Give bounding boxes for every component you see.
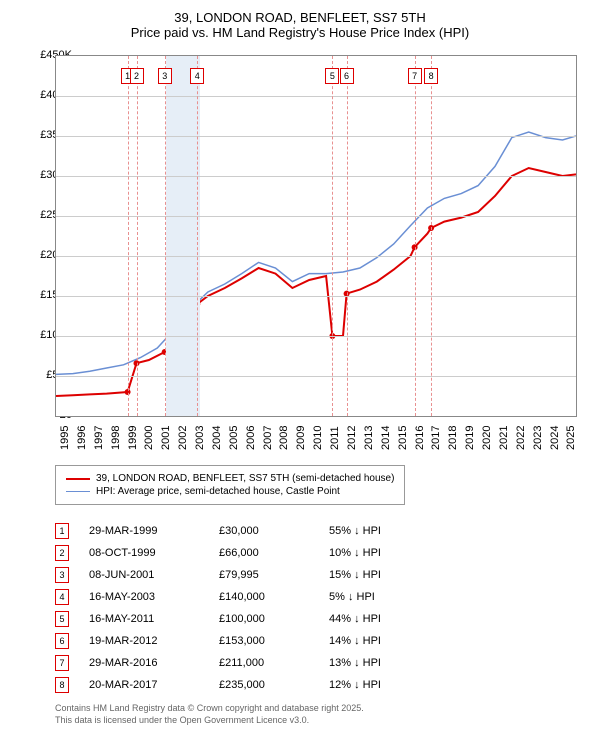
sale-marker-line — [128, 56, 129, 416]
row-number-box: 4 — [55, 589, 69, 605]
sale-marker-line — [197, 56, 198, 416]
row-date: 16-MAY-2011 — [89, 613, 219, 625]
legend-swatch — [66, 478, 90, 480]
figure-container: 39, LONDON ROAD, BENFLEET, SS7 5TH Price… — [0, 0, 600, 740]
row-price: £235,000 — [219, 679, 329, 691]
row-date: 29-MAR-1999 — [89, 525, 219, 537]
row-number-box: 6 — [55, 633, 69, 649]
sale-marker-label: 3 — [158, 68, 172, 84]
row-diff: 10% ↓ HPI — [329, 547, 429, 559]
recession-band — [166, 56, 200, 416]
title-block: 39, LONDON ROAD, BENFLEET, SS7 5TH Price… — [0, 0, 600, 40]
row-date: 29-MAR-2016 — [89, 657, 219, 669]
legend-swatch — [66, 491, 90, 492]
row-date: 16-MAY-2003 — [89, 591, 219, 603]
footer-attribution: Contains HM Land Registry data © Crown c… — [55, 703, 364, 726]
table-row: 1 29-MAR-1999£30,00055% ↓ HPI — [55, 522, 429, 539]
legend-label: HPI: Average price, semi-detached house,… — [96, 486, 340, 497]
row-price: £100,000 — [219, 613, 329, 625]
sale-marker-label: 8 — [424, 68, 438, 84]
row-diff: 12% ↓ HPI — [329, 679, 429, 691]
row-number-box: 2 — [55, 545, 69, 561]
table-row: 4 16-MAY-2003£140,0005% ↓ HPI — [55, 588, 429, 605]
row-diff: 14% ↓ HPI — [329, 635, 429, 647]
sale-marker-label: 5 — [325, 68, 339, 84]
title-line1: 39, LONDON ROAD, BENFLEET, SS7 5TH — [0, 10, 600, 25]
row-diff: 5% ↓ HPI — [329, 591, 429, 603]
sale-marker-line — [415, 56, 416, 416]
gridline — [56, 176, 576, 177]
row-number-box: 3 — [55, 567, 69, 583]
table-row: 7 29-MAR-2016£211,00013% ↓ HPI — [55, 654, 429, 671]
legend-item: HPI: Average price, semi-detached house,… — [66, 486, 394, 497]
legend: 39, LONDON ROAD, BENFLEET, SS7 5TH (semi… — [55, 465, 405, 505]
table-row: 8 20-MAR-2017£235,00012% ↓ HPI — [55, 676, 429, 693]
sale-marker-label: 6 — [340, 68, 354, 84]
row-price: £30,000 — [219, 525, 329, 537]
sale-marker-line — [137, 56, 138, 416]
row-diff: 55% ↓ HPI — [329, 525, 429, 537]
gridline — [56, 256, 576, 257]
gridline — [56, 96, 576, 97]
table-row: 5 16-MAY-2011£100,00044% ↓ HPI — [55, 610, 429, 627]
table-row: 3 08-JUN-2001£79,99515% ↓ HPI — [55, 566, 429, 583]
footer-line2: This data is licensed under the Open Gov… — [55, 715, 364, 727]
row-date: 08-OCT-1999 — [89, 547, 219, 559]
row-price: £79,995 — [219, 569, 329, 581]
gridline — [56, 296, 576, 297]
row-price: £140,000 — [219, 591, 329, 603]
row-diff: 15% ↓ HPI — [329, 569, 429, 581]
row-date: 19-MAR-2012 — [89, 635, 219, 647]
series-line — [56, 132, 576, 374]
legend-label: 39, LONDON ROAD, BENFLEET, SS7 5TH (semi… — [96, 473, 394, 484]
footer-line1: Contains HM Land Registry data © Crown c… — [55, 703, 364, 715]
legend-item: 39, LONDON ROAD, BENFLEET, SS7 5TH (semi… — [66, 473, 394, 484]
sale-marker-label: 4 — [190, 68, 204, 84]
row-number-box: 5 — [55, 611, 69, 627]
row-date: 08-JUN-2001 — [89, 569, 219, 581]
sale-marker-label: 7 — [408, 68, 422, 84]
sale-marker-line — [332, 56, 333, 416]
row-diff: 13% ↓ HPI — [329, 657, 429, 669]
row-number-box: 8 — [55, 677, 69, 693]
gridline — [56, 376, 576, 377]
sale-marker-label: 2 — [130, 68, 144, 84]
row-price: £153,000 — [219, 635, 329, 647]
sales-table: 129-MAR-1999£30,00055% ↓ HPI208-OCT-1999… — [55, 522, 429, 698]
row-price: £66,000 — [219, 547, 329, 559]
gridline — [56, 136, 576, 137]
gridline — [56, 336, 576, 337]
row-diff: 44% ↓ HPI — [329, 613, 429, 625]
chart-plot-area: 12345678 — [55, 55, 577, 417]
row-date: 20-MAR-2017 — [89, 679, 219, 691]
row-price: £211,000 — [219, 657, 329, 669]
table-row: 2 08-OCT-1999£66,00010% ↓ HPI — [55, 544, 429, 561]
title-line2: Price paid vs. HM Land Registry's House … — [0, 25, 600, 40]
sale-marker-line — [431, 56, 432, 416]
line-series-svg — [56, 56, 576, 416]
sale-marker-line — [165, 56, 166, 416]
gridline — [56, 216, 576, 217]
sale-marker-line — [347, 56, 348, 416]
table-row: 6 19-MAR-2012£153,00014% ↓ HPI — [55, 632, 429, 649]
row-number-box: 1 — [55, 523, 69, 539]
row-number-box: 7 — [55, 655, 69, 671]
